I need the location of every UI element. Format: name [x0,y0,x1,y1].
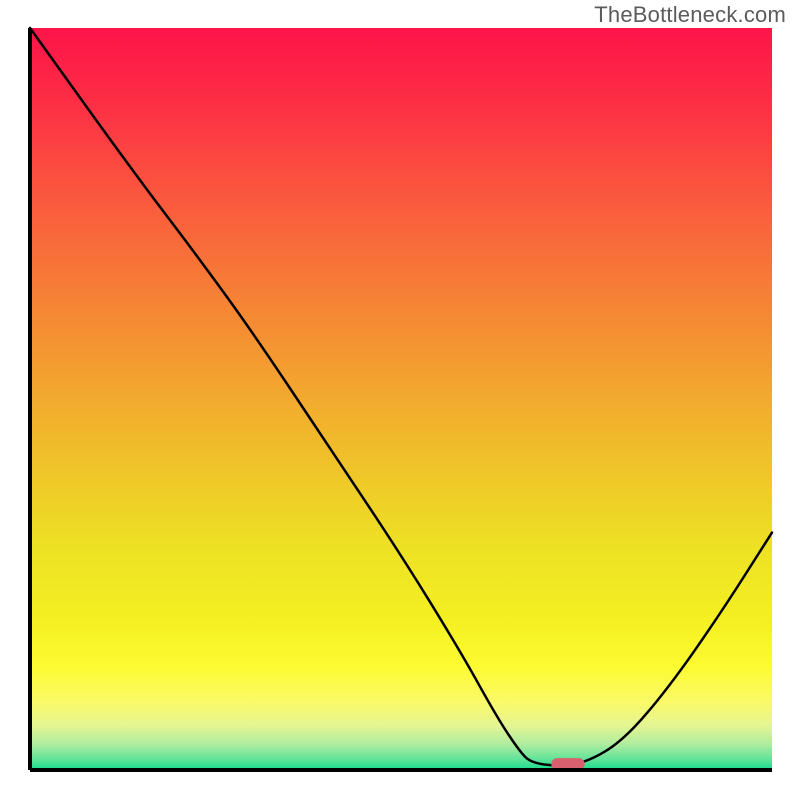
bottleneck-curve-chart [0,0,800,800]
chart-background-gradient [30,28,772,770]
chart-container: TheBottleneck.com [0,0,800,800]
watermark-text: TheBottleneck.com [594,2,786,28]
